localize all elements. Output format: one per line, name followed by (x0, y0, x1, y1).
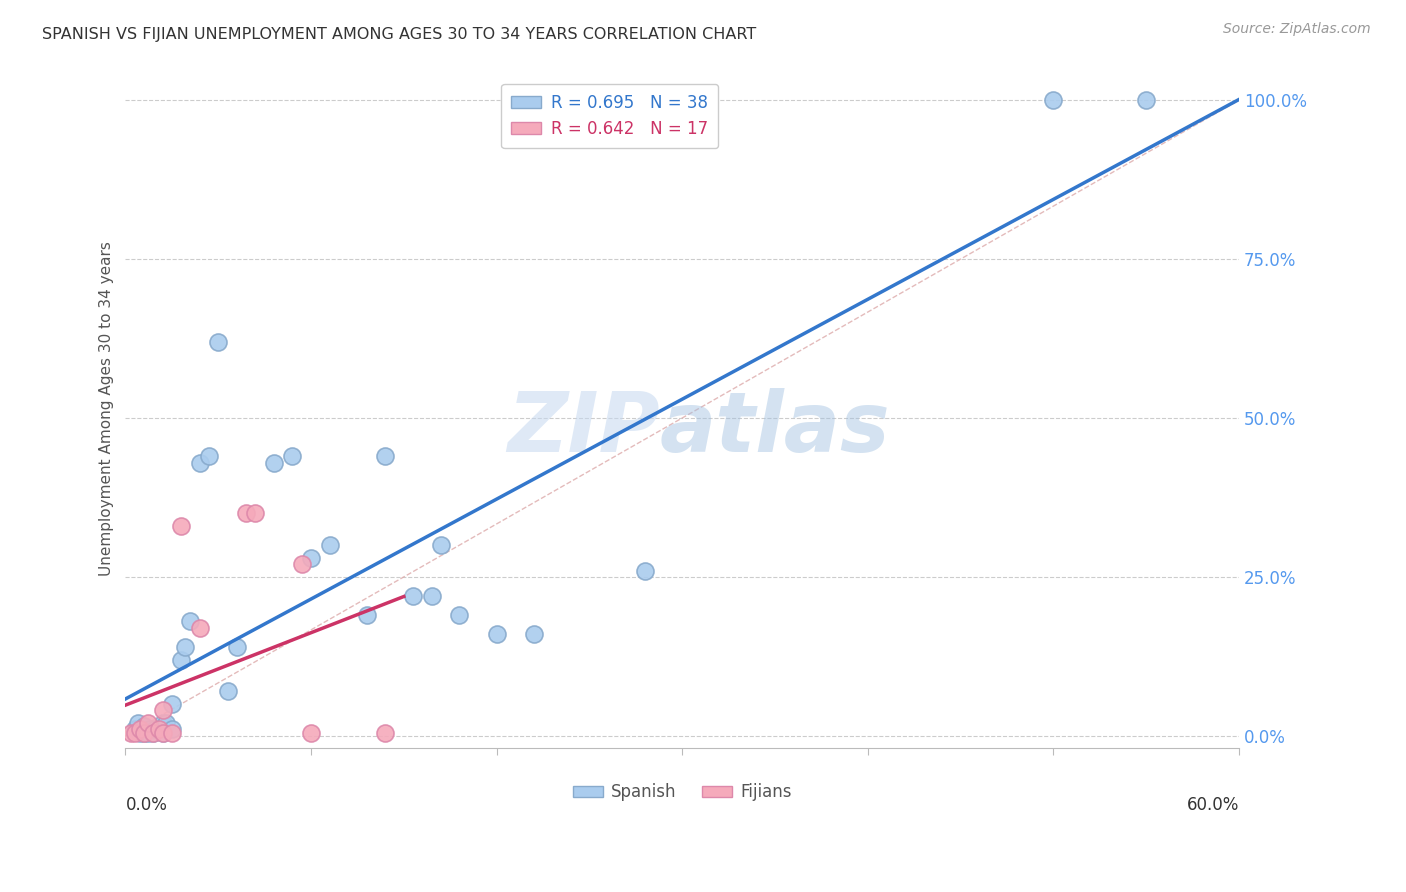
Point (420, 589, 443, 603)
Point (120, 725, 142, 739)
Point (170, 652, 193, 666)
Point (132, 725, 155, 739)
Point (142, 725, 165, 739)
Point (179, 615, 201, 629)
Point (124, 723, 146, 737)
Point (173, 640, 195, 654)
Point (160, 723, 183, 737)
Y-axis label: Unemployment Among Ages 30 to 34 years: Unemployment Among Ages 30 to 34 years (100, 241, 114, 576)
Point (152, 725, 174, 739)
Point (152, 703, 174, 717)
Point (299, 550, 322, 565)
Point (356, 607, 378, 622)
Point (634, 564, 657, 578)
Point (263, 456, 285, 470)
Point (207, 334, 229, 349)
Point (138, 723, 160, 737)
Point (374, 449, 396, 463)
Text: atlas: atlas (659, 388, 890, 469)
Point (245, 507, 267, 521)
Point (217, 684, 239, 698)
Point (1042, 93, 1064, 107)
Point (132, 719, 155, 733)
Point (160, 725, 183, 739)
Point (136, 725, 159, 739)
Point (152, 716, 174, 731)
Point (155, 716, 177, 731)
Point (129, 723, 152, 737)
Point (152, 725, 174, 739)
Point (1135, 93, 1157, 107)
Point (160, 697, 183, 711)
Point (402, 589, 425, 603)
Point (430, 538, 453, 552)
Text: SPANISH VS FIJIAN UNEMPLOYMENT AMONG AGES 30 TO 34 YEARS CORRELATION CHART: SPANISH VS FIJIAN UNEMPLOYMENT AMONG AGE… (42, 27, 756, 42)
Text: 60.0%: 60.0% (1187, 796, 1239, 814)
Point (143, 723, 166, 737)
Text: 0.0%: 0.0% (125, 796, 167, 814)
Point (225, 640, 247, 654)
Point (142, 725, 165, 739)
Point (188, 621, 211, 635)
Point (523, 627, 546, 641)
Point (318, 538, 340, 552)
Point (170, 519, 193, 533)
Point (485, 627, 508, 641)
Point (124, 725, 146, 739)
Point (129, 725, 152, 739)
Point (374, 725, 396, 739)
Text: Source: ZipAtlas.com: Source: ZipAtlas.com (1223, 22, 1371, 37)
Point (132, 725, 155, 739)
Point (198, 449, 221, 463)
Point (299, 725, 322, 739)
Point (148, 723, 170, 737)
Point (281, 449, 304, 463)
Text: ZIP: ZIP (508, 388, 659, 469)
Point (127, 716, 149, 731)
Legend: Spanish, Fijians: Spanish, Fijians (567, 777, 799, 808)
Point (291, 558, 314, 572)
Point (188, 456, 211, 470)
Point (148, 723, 170, 737)
Point (235, 507, 257, 521)
Point (136, 716, 159, 731)
Point (449, 607, 471, 622)
